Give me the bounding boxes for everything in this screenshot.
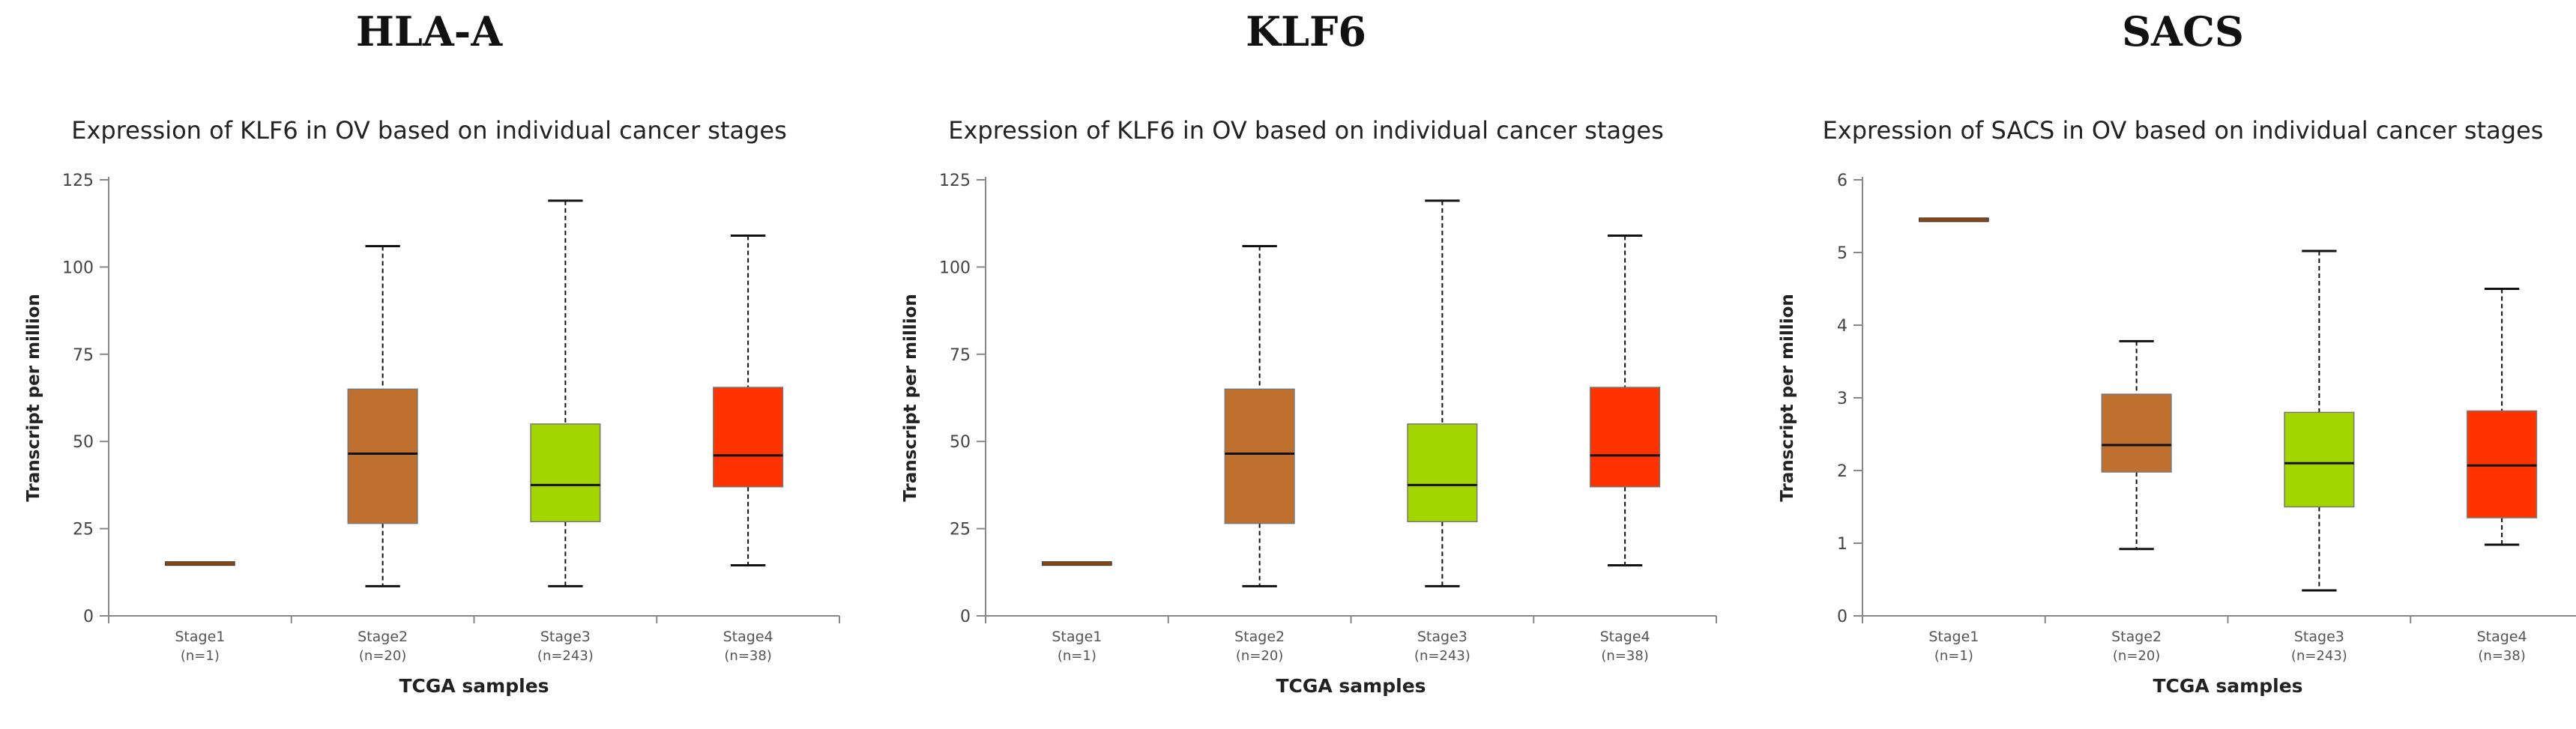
sample-count-label: (n=243) — [1414, 648, 1471, 664]
panel-sacs: SACS Expression of SACS in OV based on i… — [1754, 0, 2576, 729]
y-tick-label: 50 — [950, 433, 971, 452]
y-tick-label: 100 — [939, 258, 971, 277]
boxplot-chart: 0 25 50 75 100 125 Transcript per million TCGA … — [901, 172, 1717, 697]
y-tick-label: 4 — [1837, 317, 1847, 336]
box-stage2 — [1224, 388, 1295, 524]
x-axis-label: TCGA samples — [1276, 675, 1426, 697]
y-tick-label: 125 — [939, 172, 971, 190]
y-tick-label: 0 — [1837, 608, 1847, 626]
x-tick-label: Stage3 — [1417, 629, 1468, 645]
x-tick-label: Stage2 — [2111, 629, 2162, 645]
chart-title: Expression of KLF6 in OV based on indivi… — [948, 116, 1664, 145]
sample-count-label: (n=38) — [724, 648, 771, 664]
x-axis-label: TCGA samples — [399, 675, 549, 697]
panel-title: HLA-A — [355, 7, 503, 55]
y-tick-label: 50 — [73, 433, 94, 452]
x-tick-label: Stage3 — [2294, 629, 2344, 645]
y-tick-label: 25 — [950, 521, 971, 539]
sample-count-label: (n=20) — [359, 648, 406, 664]
sample-count-label: (n=243) — [537, 648, 594, 664]
sample-count-label: (n=20) — [1236, 648, 1283, 664]
panel-title: KLF6 — [1246, 7, 1366, 55]
x-tick-label: Stage4 — [723, 629, 773, 645]
sample-count-label: (n=243) — [2291, 648, 2347, 664]
y-tick-label: 75 — [950, 346, 971, 365]
y-tick-label: 5 — [1837, 244, 1847, 263]
y-axis-label: Transcript per million — [901, 294, 920, 502]
chart-title: Expression of SACS in OV based on indivi… — [1822, 116, 2544, 145]
box-stage4 — [1590, 387, 1661, 488]
y-axis-label: Transcript per million — [1778, 294, 1797, 502]
chart-title: Expression of KLF6 in OV based on indivi… — [71, 116, 787, 145]
y-tick-label: 0 — [960, 608, 971, 626]
x-axis-label: TCGA samples — [2153, 675, 2302, 697]
boxplot-chart: 0 25 50 75 100 125 Transcript per million TCGA … — [24, 172, 840, 697]
box-stage3 — [1407, 423, 1478, 523]
x-tick-label: Stage2 — [358, 629, 408, 645]
sample-count-label: (n=1) — [1934, 648, 1973, 664]
y-axis-label: Transcript per million — [24, 294, 43, 502]
y-tick-label: 75 — [73, 346, 94, 365]
x-tick-label: Stage2 — [1234, 629, 1285, 645]
box-stage3 — [530, 423, 601, 523]
sample-count-label: (n=1) — [181, 648, 220, 664]
y-tick-label: 2 — [1837, 462, 1847, 481]
box-stage2 — [347, 388, 418, 524]
y-tick-label: 125 — [62, 172, 94, 190]
x-tick-label: Stage4 — [2477, 629, 2527, 645]
x-tick-label: Stage4 — [1600, 629, 1650, 645]
y-tick-label: 0 — [83, 608, 94, 626]
box-stage4 — [713, 387, 784, 488]
box-stage1 — [1042, 561, 1112, 566]
sample-count-label: (n=38) — [2478, 648, 2525, 664]
box-stage3 — [2284, 411, 2355, 508]
x-tick-label: Stage1 — [1928, 629, 1979, 645]
sample-count-label: (n=20) — [2113, 648, 2160, 664]
panel-title: SACS — [2122, 7, 2244, 55]
x-tick-label: Stage1 — [175, 629, 225, 645]
y-tick-label: 6 — [1837, 172, 1847, 190]
sample-count-label: (n=38) — [1601, 648, 1648, 664]
panel-hla-a: HLA-A Expression of KLF6 in OV based on … — [0, 0, 858, 729]
box-stage2 — [2101, 393, 2172, 473]
x-tick-label: Stage1 — [1052, 629, 1102, 645]
y-tick-label: 3 — [1837, 390, 1847, 408]
x-tick-label: Stage3 — [540, 629, 591, 645]
box-stage1 — [1919, 217, 1989, 223]
y-tick-label: 25 — [73, 521, 94, 539]
box-stage1 — [165, 561, 235, 566]
y-tick-label: 100 — [62, 258, 94, 277]
panel-klf6: KLF6 Expression of KLF6 in OV based on i… — [877, 0, 1735, 729]
y-tick-label: 1 — [1837, 535, 1847, 554]
sample-count-label: (n=1) — [1058, 648, 1097, 664]
boxplot-chart: 0 1 2 3 4 5 6 Transcript per million TCGA sample… — [1778, 172, 2576, 697]
